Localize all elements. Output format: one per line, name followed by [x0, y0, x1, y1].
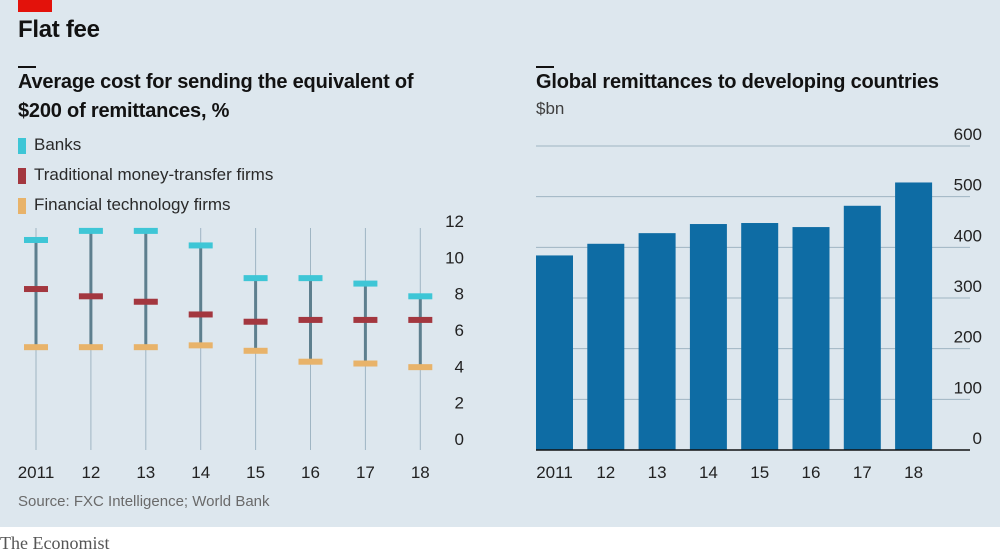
x-tick-label: 17	[356, 463, 375, 482]
legend-swatch-banks	[18, 138, 26, 154]
legend-swatch-fintech	[18, 198, 26, 214]
x-tick-label: 14	[699, 463, 718, 482]
banks-marker	[78, 227, 103, 234]
y-tick-label: 300	[954, 277, 982, 296]
y-tick-label: 500	[954, 176, 982, 195]
x-tick-label: 15	[750, 463, 769, 482]
x-tick-label: 18	[411, 463, 430, 482]
x-tick-label: 13	[648, 463, 667, 482]
fintech-marker	[298, 358, 323, 365]
y-tick-label: 12	[445, 212, 464, 231]
banks-marker	[353, 280, 378, 287]
traditional-marker	[353, 316, 378, 323]
x-tick-label: 12	[596, 463, 615, 482]
x-tick-label: 2011	[536, 463, 573, 482]
bar	[895, 182, 933, 451]
x-tick-label: 17	[853, 463, 872, 482]
x-tick-label: 12	[81, 463, 100, 482]
y-tick-label: 6	[455, 321, 464, 340]
legend-swatch-traditional	[18, 168, 26, 184]
brand-tag	[18, 0, 52, 12]
y-tick-label: 10	[445, 248, 464, 267]
y-tick-label: 100	[954, 378, 982, 397]
bar	[638, 233, 676, 450]
right-chart-title: Global remittances to developing countri…	[536, 71, 939, 93]
x-tick-label: 18	[904, 463, 923, 482]
x-tick-label: 16	[301, 463, 320, 482]
y-tick-label: 0	[973, 429, 982, 448]
traditional-marker	[24, 286, 48, 293]
y-tick-label: 600	[954, 125, 982, 144]
y-tick-label: 0	[455, 430, 464, 449]
x-tick-label: 15	[246, 463, 265, 482]
x-tick-label: 13	[136, 463, 155, 482]
left-chart-title: Average cost for sending the equivalent …	[18, 71, 414, 122]
y-tick-label: 400	[954, 226, 982, 245]
y-tick-label: 200	[954, 328, 982, 347]
y-tick-label: 2	[455, 394, 464, 413]
traditional-marker	[243, 318, 268, 325]
fintech-marker	[24, 344, 48, 351]
bar	[689, 224, 727, 450]
fintech-marker	[353, 360, 378, 367]
banks-marker	[24, 236, 48, 243]
legend-label-banks: Banks	[34, 135, 82, 154]
fintech-marker	[133, 344, 158, 351]
fintech-marker	[78, 344, 103, 351]
fintech-marker	[243, 347, 268, 354]
left-title-rule	[18, 66, 36, 68]
traditional-marker	[78, 293, 103, 300]
legend-label-fintech: Financial technology firms	[34, 195, 231, 214]
bar	[792, 227, 830, 450]
banks-marker	[188, 242, 213, 249]
x-tick-label: 16	[802, 463, 821, 482]
right-title-rule	[536, 66, 554, 68]
left-chart-plot: 0 2 4 6 8 10 12 2011 12 13 14 15 16 17 18	[18, 212, 464, 482]
banks-marker	[298, 275, 323, 282]
bar	[843, 205, 881, 450]
legend-label-traditional: Traditional money-transfer firms	[34, 165, 274, 184]
headline: Flat fee	[18, 16, 100, 43]
x-tick-label: 2011	[18, 463, 55, 482]
publication-footer: The Economist	[0, 533, 110, 553]
banks-marker	[408, 293, 433, 300]
banks-marker	[133, 227, 158, 234]
x-tick-label: 14	[191, 463, 210, 482]
traditional-marker	[298, 316, 323, 323]
traditional-marker	[408, 316, 433, 323]
bar	[587, 243, 625, 450]
y-tick-label: 8	[455, 285, 464, 304]
banks-marker	[243, 275, 268, 282]
chart-panel: Flat fee Average cost for sending the eq…	[0, 0, 1000, 527]
right-chart-unit: $bn	[536, 99, 565, 118]
y-tick-label: 4	[455, 357, 464, 376]
traditional-marker	[188, 311, 213, 318]
bar	[536, 255, 573, 450]
traditional-marker	[133, 298, 158, 305]
fintech-marker	[408, 364, 433, 371]
bar	[741, 223, 779, 450]
source-note: Source: FXC Intelligence; World Bank	[18, 493, 270, 510]
fintech-marker	[188, 342, 213, 349]
right-chart-plot: 0 100 200 300 400 500 600 2011 12 13 14 15 16 17 18	[536, 125, 982, 482]
